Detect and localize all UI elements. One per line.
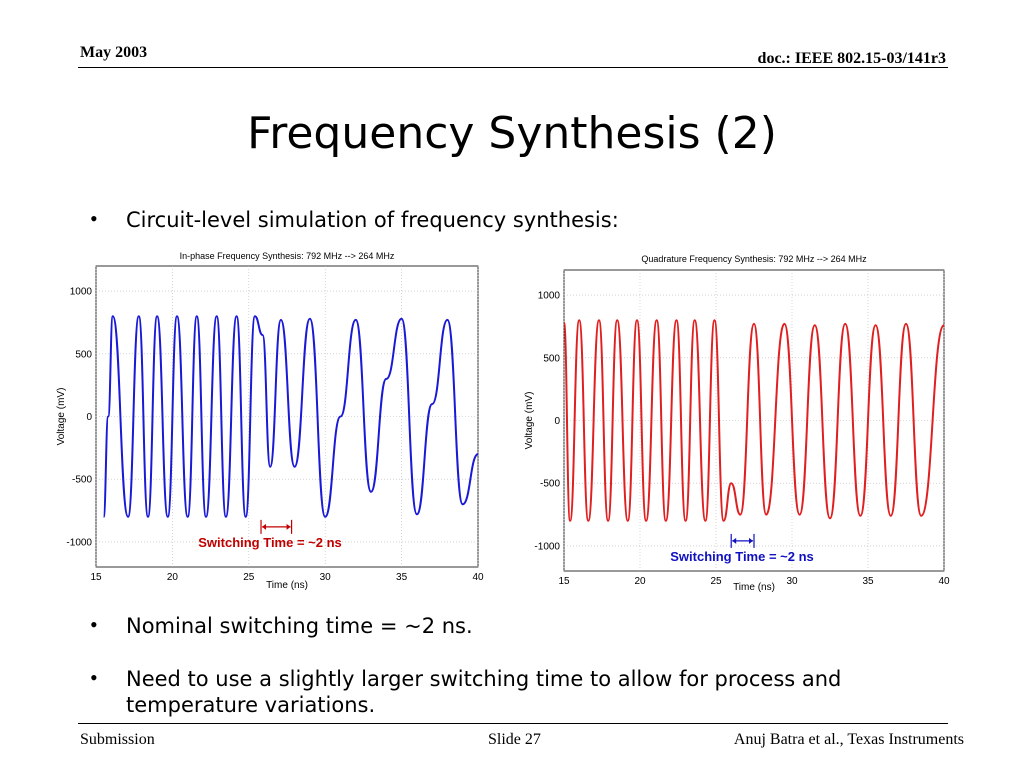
chart-title: Quadrature Frequency Synthesis: 792 MHz … [641,254,867,264]
x-tick-label: 40 [472,572,484,583]
y-tick-label: -500 [540,479,560,490]
y-tick-label: -1000 [66,537,92,548]
bullet-text-1: Circuit-level simulation of frequency sy… [126,208,619,232]
annotation-arrowhead-right [749,537,753,544]
y-axis-label: Voltage (mV) [524,392,535,450]
header-doc-id: doc.: IEEE 802.15-03/141r3 [757,50,946,67]
annotation-label: Switching Time = ~2 ns [198,535,342,550]
annotation-arrowhead-right [286,523,291,530]
y-tick-label: 500 [543,353,560,364]
y-axis-label: Voltage (mV) [56,388,67,446]
y-tick-label: 500 [75,349,92,360]
footer-slide-number: Slide 27 [488,731,541,748]
waveform-line [102,315,478,518]
waveform-line [564,319,944,522]
x-tick-label: 25 [710,576,722,587]
x-tick-label: 15 [90,572,102,583]
y-tick-label: -1000 [534,541,560,552]
footer-submission: Submission [80,731,155,748]
y-tick-label: 0 [554,416,560,427]
x-tick-label: 30 [320,572,332,583]
footer-rule [78,723,948,724]
x-tick-label: 20 [167,572,179,583]
quadrature-chart: 15 20 25 30 35 40 -1000 -500 0 500 1000 Quadrature … [520,250,956,602]
bullet-marker-2: • [90,612,98,637]
annotation-arrowhead-left [732,537,737,544]
x-tick-label: 35 [396,572,408,583]
x-tick-label: 40 [938,576,950,587]
x-axis-label: Time (ns) [733,582,775,593]
x-axis-label: Time (ns) [266,580,308,591]
y-tick-label: 0 [86,412,92,423]
header-rule [78,67,948,68]
annotation-label: Switching Time = ~2 ns [670,549,814,564]
bullet-marker-3: • [90,665,98,690]
annotation-arrowhead-left [262,523,267,530]
header-date: May 2003 [80,44,148,61]
in-phase-chart: 15 20 25 30 35 40 -1000 -500 0 500 1000 In-phase Fr… [52,244,492,604]
footer-author: Anuj Batra et al., Texas Instruments [733,731,964,748]
slide-title: Frequency Synthesis (2) [247,108,777,159]
y-tick-label: 1000 [70,287,93,298]
chart-title: In-phase Frequency Synthesis: 792 MHz --… [180,251,395,261]
bullet-marker-1: • [90,206,98,231]
bullet-text-3: Need to use a slightly larger switching … [126,667,842,717]
y-tick-label: -500 [72,475,92,486]
x-tick-label: 25 [243,572,255,583]
x-tick-label: 30 [786,576,798,587]
x-tick-label: 15 [558,576,570,587]
x-tick-label: 20 [634,576,646,587]
x-tick-label: 35 [862,576,874,587]
bullet-text-2: Nominal switching time = ~2 ns. [126,614,473,638]
y-tick-label: 1000 [538,291,561,302]
